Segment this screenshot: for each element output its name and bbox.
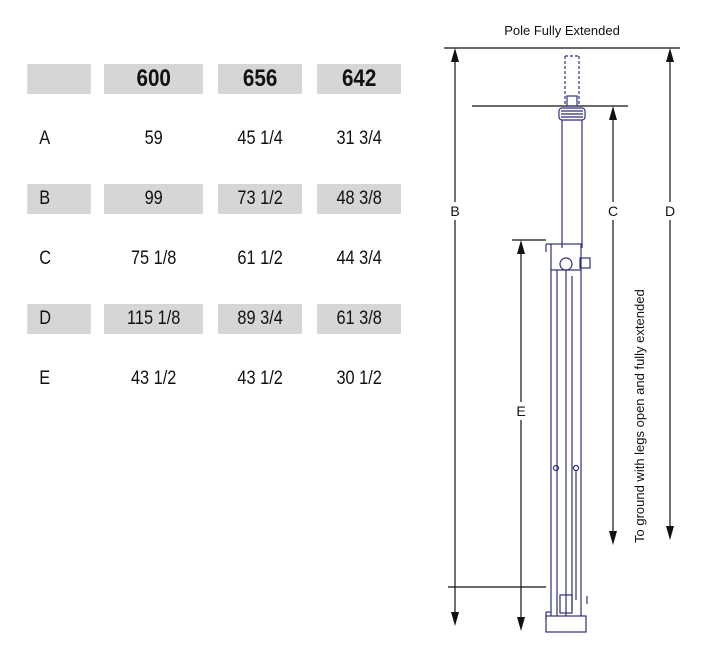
pole-tip [566, 95, 578, 107]
arrow-e-top [517, 240, 525, 254]
cell-value: 75 1/8 [130, 248, 177, 269]
cell-value: 43 1/2 [130, 368, 177, 389]
header-model-656: 656 [218, 64, 303, 94]
table-row-c: C 75 1/8 61 1/2 44 3/4 [22, 244, 408, 274]
dimension-c-label: C [608, 203, 618, 219]
cell-value: 45 1/4 [237, 128, 284, 149]
arrow-c-bottom [609, 531, 617, 545]
table-row-d: D 115 1/8 89 3/4 61 3/8 [22, 304, 408, 334]
vertical-note: To ground with legs open and fully exten… [632, 289, 647, 543]
cell-value: 99 [104, 184, 204, 214]
base-plate [545, 615, 587, 633]
cell-value: 31 3/4 [336, 128, 382, 149]
dimension-lines [444, 47, 680, 625]
arrow-d-top [666, 48, 674, 62]
row-label: A [39, 128, 51, 149]
pole-dimension-diagram: Pole Fully Extended B C D E To ground wi… [444, 23, 680, 633]
cell-value: 61 3/8 [316, 304, 402, 334]
cell-value: 59 [144, 128, 163, 149]
row-label: D [27, 304, 91, 334]
table-row-a: A 59 45 1/4 31 3/4 [22, 124, 408, 154]
cell-value: 61 1/2 [237, 248, 284, 269]
header-model-600: 600 [104, 64, 204, 94]
cell-value: 43 1/2 [237, 368, 284, 389]
cell-value: 44 3/4 [336, 248, 382, 269]
header-blank [27, 64, 91, 94]
table-header-row: 600 656 642 [22, 64, 408, 94]
arrowheads [451, 48, 674, 631]
dimension-d-label: D [665, 203, 675, 219]
cell-value: 73 1/2 [218, 184, 303, 214]
row-label: C [39, 248, 52, 269]
arrow-e-bottom [517, 617, 525, 631]
cell-value: 30 1/2 [336, 368, 382, 389]
dimensions-table: 600 656 642 A 59 45 1/4 31 3/4 B 99 73 1… [22, 64, 408, 394]
header-model-642: 642 [316, 64, 402, 94]
arrow-d-bottom [666, 526, 674, 540]
arrow-b-top [451, 48, 459, 62]
table-row-b: B 99 73 1/2 48 3/8 [22, 184, 408, 214]
dimension-e-label: E [516, 403, 525, 419]
pole-collar [558, 107, 586, 121]
pin-upper [552, 464, 560, 472]
clamp-knob [559, 257, 573, 271]
pole-drawing [545, 55, 591, 633]
cell-value: 89 3/4 [218, 304, 303, 334]
arrow-b-bottom [451, 612, 459, 626]
cell-value: 48 3/8 [316, 184, 402, 214]
row-label: B [27, 184, 91, 214]
foot-bracket [559, 594, 573, 614]
clamp-assembly [550, 243, 582, 271]
cell-value: 115 1/8 [104, 304, 204, 334]
diagram-title: Pole Fully Extended [504, 23, 620, 38]
dimension-b-label: B [450, 203, 459, 219]
row-label: E [39, 368, 51, 389]
arrow-c-top [609, 106, 617, 120]
table-row-e: E 43 1/2 43 1/2 30 1/2 [22, 364, 408, 394]
